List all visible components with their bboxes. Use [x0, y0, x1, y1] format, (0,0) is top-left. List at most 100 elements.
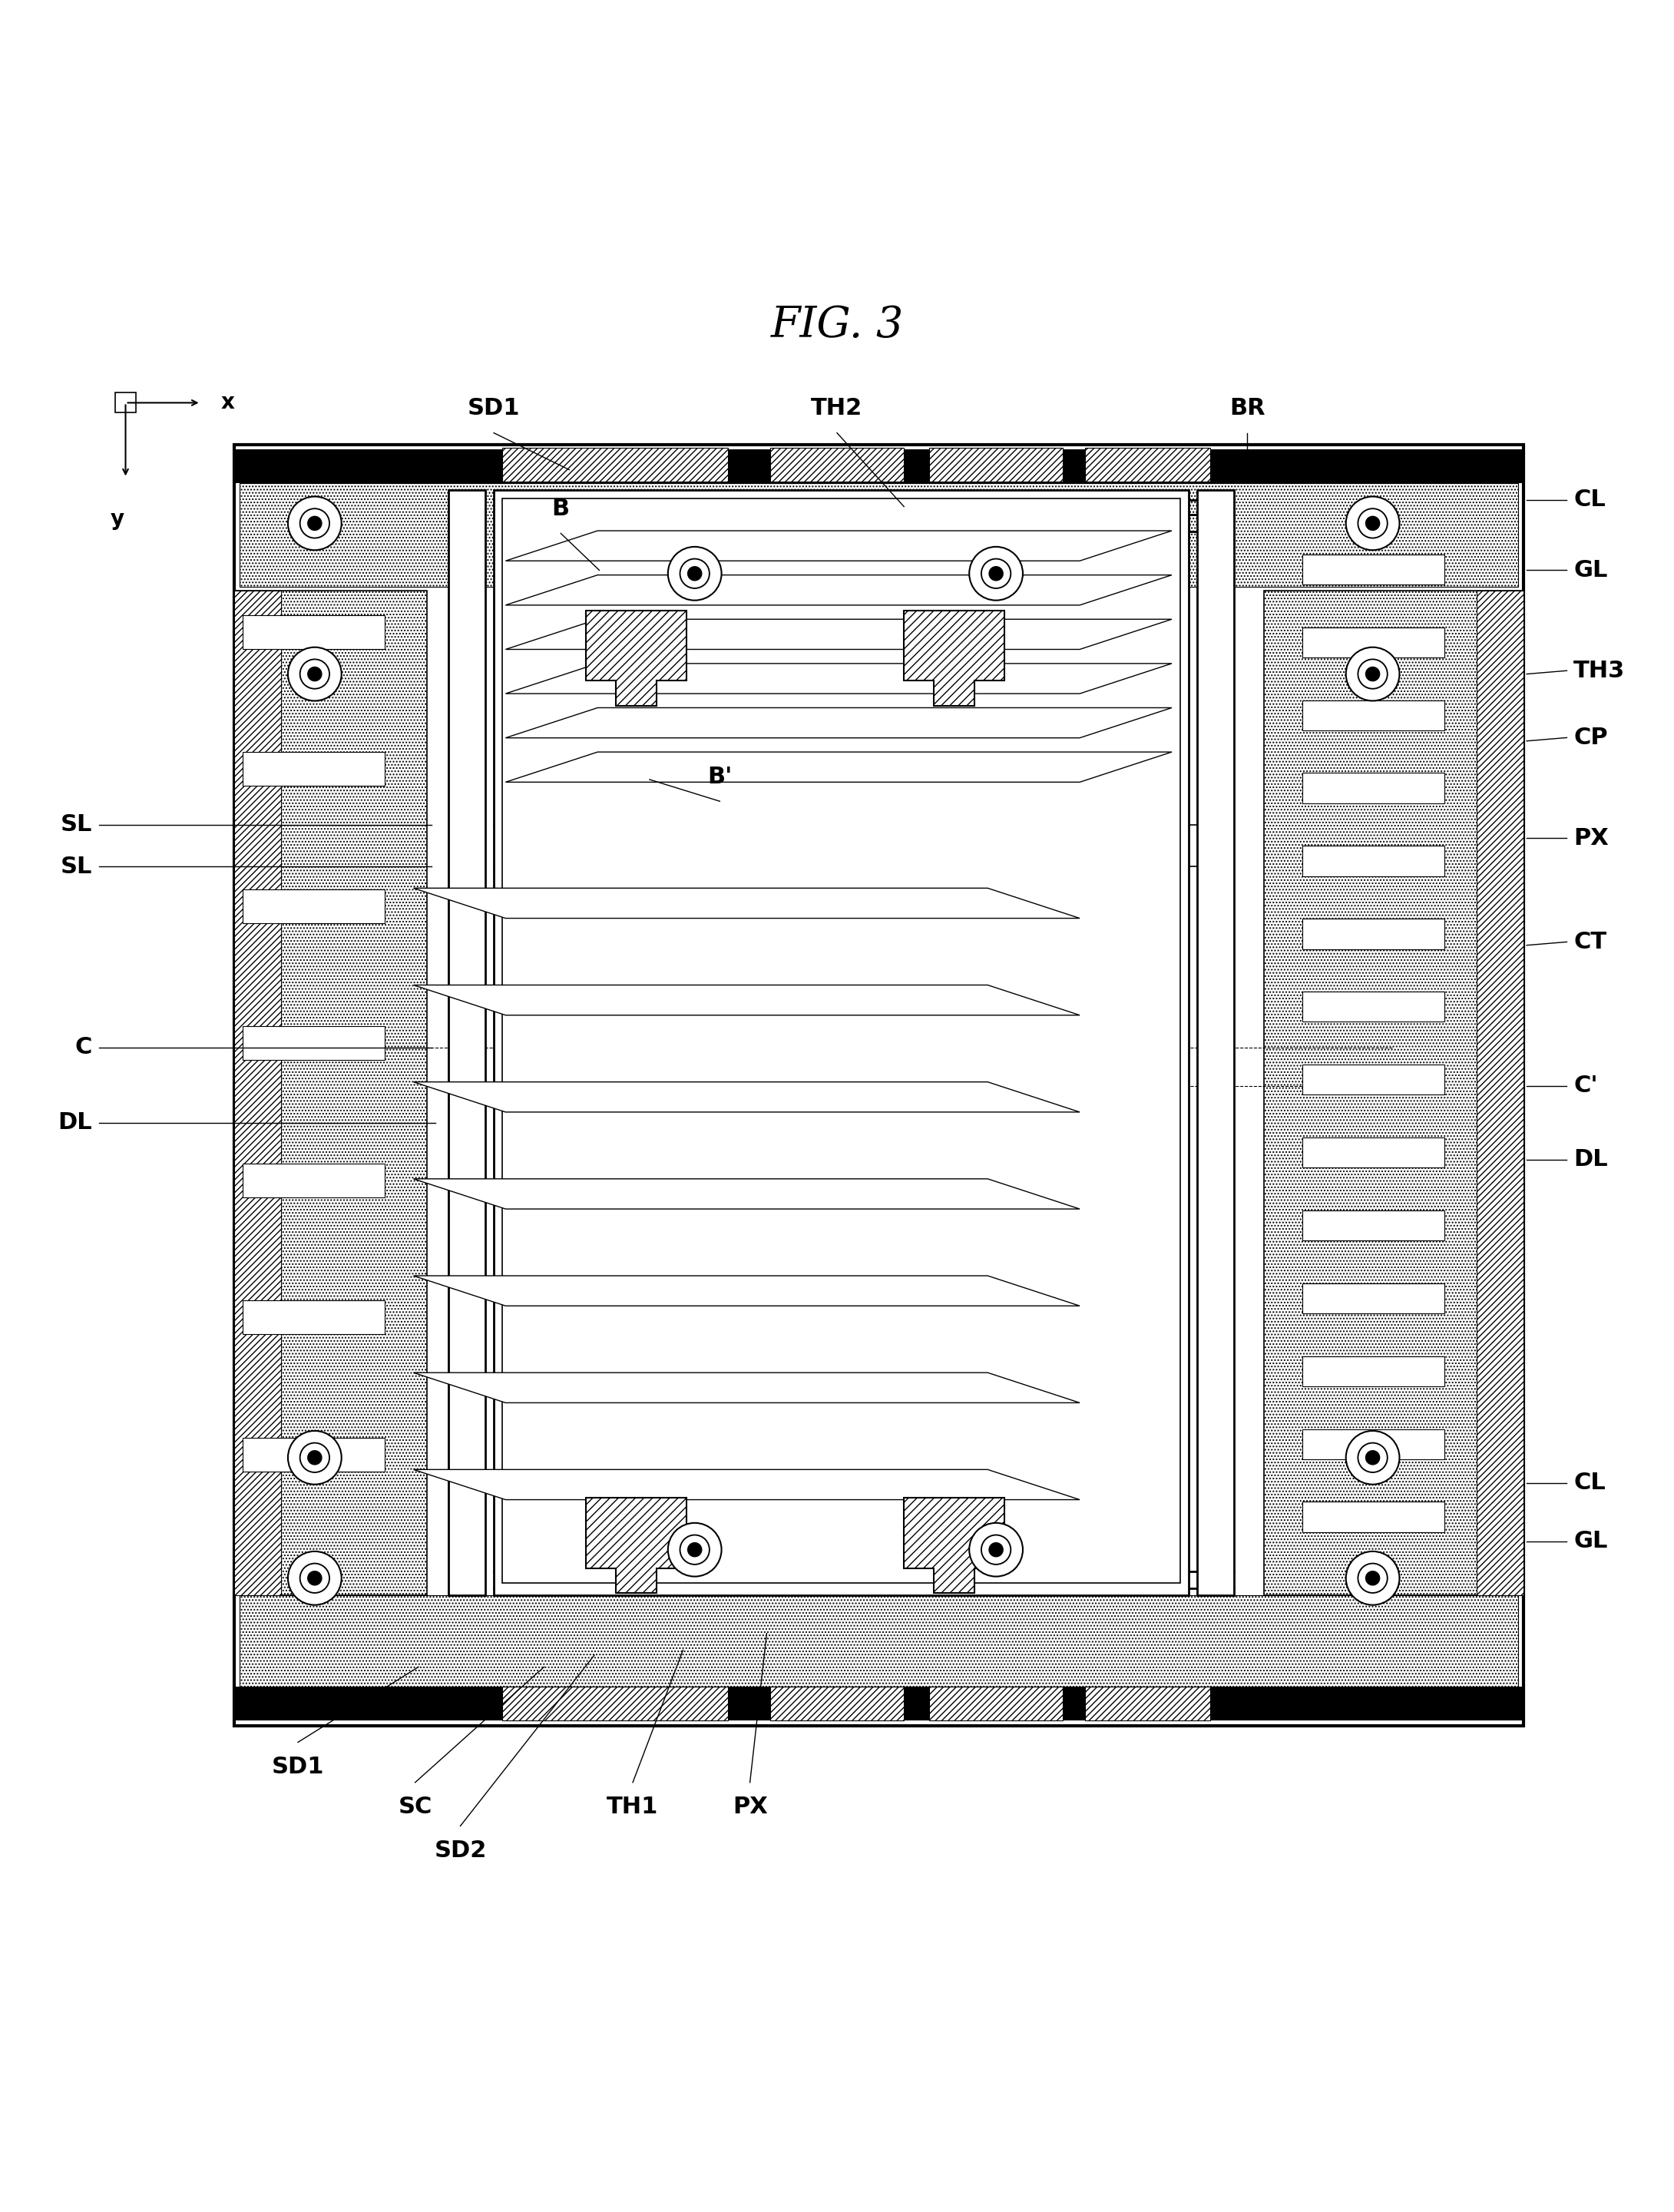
Circle shape — [308, 666, 321, 681]
Text: x: x — [221, 392, 234, 414]
Bar — [1302, 701, 1445, 730]
Circle shape — [308, 515, 321, 531]
Bar — [243, 889, 385, 922]
Bar — [502, 498, 1180, 1584]
Polygon shape — [506, 752, 1172, 783]
Polygon shape — [506, 575, 1172, 606]
Text: SD1: SD1 — [271, 1756, 325, 1778]
Circle shape — [1346, 1431, 1399, 1484]
Polygon shape — [904, 1498, 1004, 1593]
Bar — [1302, 845, 1445, 876]
Circle shape — [1366, 515, 1379, 531]
Text: DL: DL — [59, 1113, 92, 1135]
Text: PX: PX — [733, 1796, 767, 1818]
Bar — [1302, 1283, 1445, 1314]
Circle shape — [1346, 648, 1399, 701]
Circle shape — [288, 648, 341, 701]
Bar — [1302, 772, 1445, 803]
Bar — [1302, 1137, 1445, 1168]
Text: y: y — [110, 509, 124, 529]
Circle shape — [969, 546, 1023, 599]
Text: DL: DL — [1574, 1148, 1607, 1170]
Bar — [239, 482, 1518, 586]
Circle shape — [308, 1571, 321, 1586]
Text: SL: SL — [60, 856, 92, 878]
Bar — [1085, 1688, 1210, 1721]
Bar — [770, 449, 904, 482]
Text: B': B' — [708, 765, 732, 787]
Bar — [452, 493, 482, 1593]
Text: GL: GL — [1574, 560, 1607, 582]
Text: SD2: SD2 — [434, 1840, 487, 1863]
Bar — [234, 449, 1523, 482]
Bar — [1302, 628, 1445, 657]
Text: FIG. 3: FIG. 3 — [770, 305, 904, 347]
Polygon shape — [413, 889, 1080, 918]
Bar — [494, 489, 1189, 1595]
Bar — [502, 1688, 728, 1721]
Bar — [1302, 918, 1445, 949]
Polygon shape — [586, 1498, 686, 1593]
Polygon shape — [506, 664, 1172, 695]
Bar — [1197, 489, 1234, 1595]
Bar — [1302, 555, 1445, 584]
Bar — [1302, 1502, 1445, 1533]
Bar — [234, 591, 281, 1595]
Bar — [239, 1595, 1518, 1688]
Text: TH1: TH1 — [608, 1796, 658, 1818]
Bar — [243, 1438, 385, 1471]
Circle shape — [989, 566, 1003, 582]
Circle shape — [969, 1522, 1023, 1577]
Bar — [243, 1164, 385, 1197]
Bar — [1200, 493, 1230, 1593]
Bar — [243, 1026, 385, 1060]
Circle shape — [1346, 495, 1399, 551]
Text: SD1: SD1 — [467, 398, 521, 420]
Bar — [243, 1301, 385, 1334]
Polygon shape — [506, 531, 1172, 562]
Text: CL: CL — [1574, 1471, 1605, 1493]
Bar — [1264, 591, 1523, 1595]
Text: TH2: TH2 — [812, 398, 862, 420]
Bar — [234, 591, 427, 1595]
Circle shape — [1366, 666, 1379, 681]
Text: SL: SL — [60, 814, 92, 836]
Bar — [1302, 1356, 1445, 1387]
Bar — [1476, 591, 1523, 1595]
Text: TH3: TH3 — [1574, 659, 1625, 681]
Circle shape — [668, 546, 721, 599]
Bar — [243, 615, 385, 648]
Circle shape — [288, 495, 341, 551]
Bar — [234, 1688, 1523, 1721]
Text: CP: CP — [1574, 726, 1607, 750]
Text: C': C' — [1574, 1075, 1599, 1097]
Circle shape — [308, 1451, 321, 1464]
Polygon shape — [904, 611, 1004, 706]
Polygon shape — [413, 1469, 1080, 1500]
Bar — [929, 449, 1063, 482]
Text: CT: CT — [1574, 931, 1607, 953]
Bar — [1302, 991, 1445, 1022]
Text: SC: SC — [398, 1796, 432, 1818]
Bar — [449, 489, 485, 1595]
Circle shape — [1346, 1551, 1399, 1606]
Circle shape — [1366, 1451, 1379, 1464]
Bar — [1085, 449, 1210, 482]
Polygon shape — [413, 1179, 1080, 1210]
Polygon shape — [506, 619, 1172, 650]
Text: BR: BR — [1229, 398, 1266, 420]
Text: B: B — [552, 498, 569, 520]
Bar — [502, 449, 728, 482]
Circle shape — [989, 1542, 1003, 1557]
Polygon shape — [413, 984, 1080, 1015]
Polygon shape — [506, 708, 1172, 739]
Bar — [1302, 1429, 1445, 1460]
Polygon shape — [413, 1276, 1080, 1305]
Bar — [116, 394, 136, 414]
Text: GL: GL — [1574, 1531, 1607, 1553]
Circle shape — [288, 1551, 341, 1606]
Bar — [770, 1688, 904, 1721]
Polygon shape — [413, 1374, 1080, 1402]
Bar — [1302, 1210, 1445, 1241]
Bar — [243, 752, 385, 785]
